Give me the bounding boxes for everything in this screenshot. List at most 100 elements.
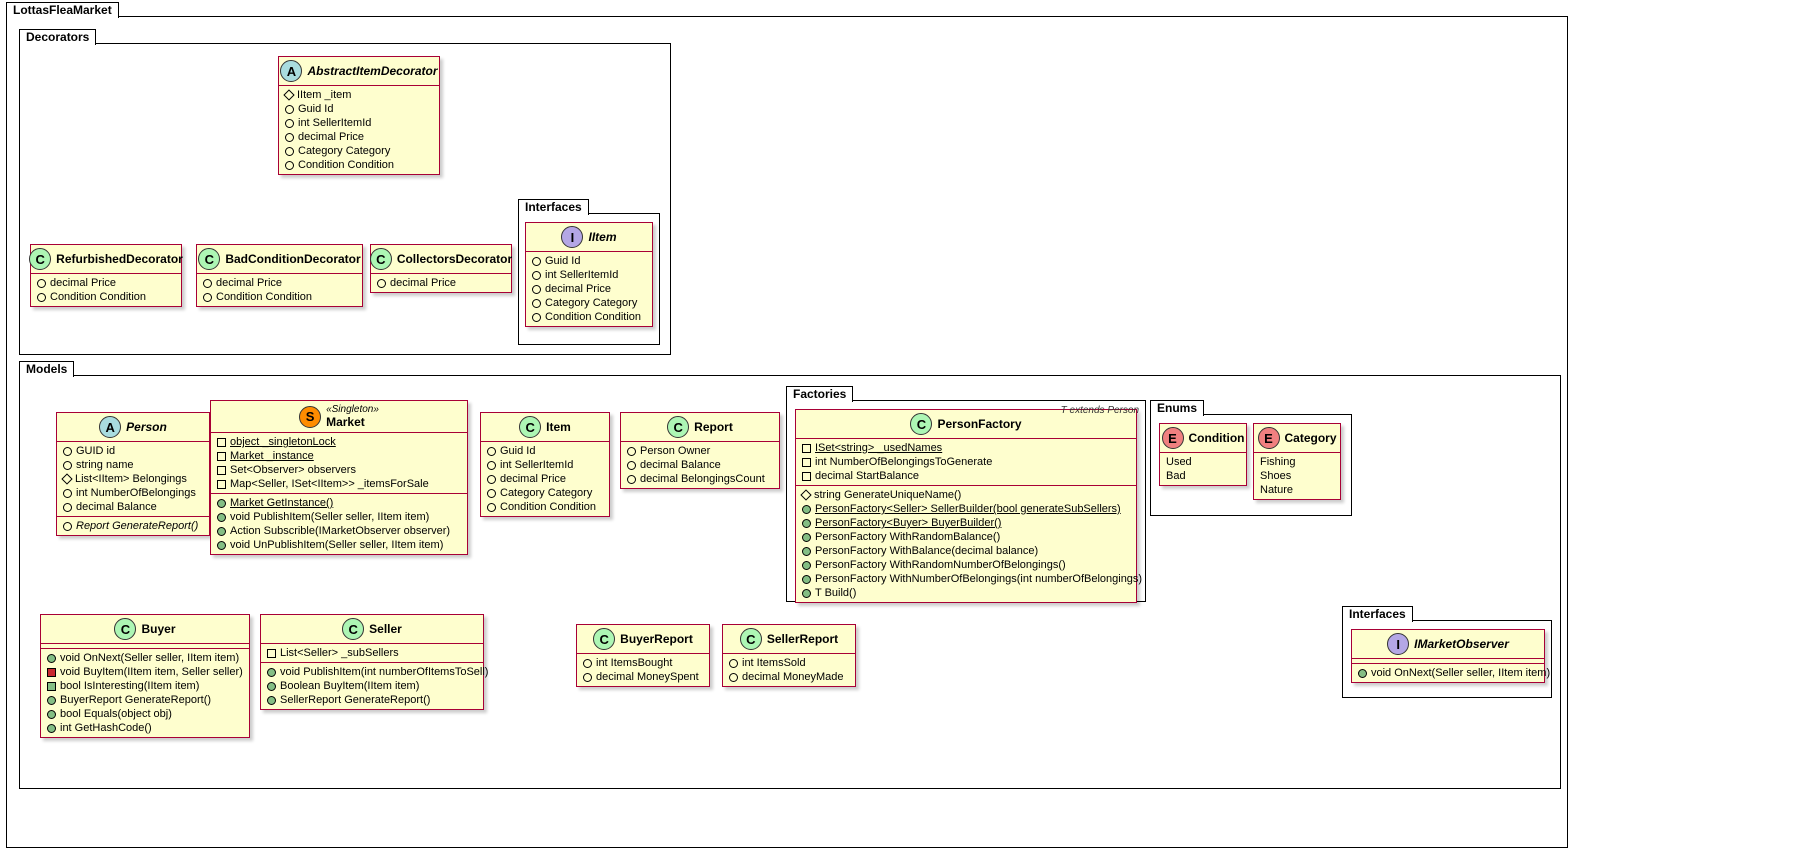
class-report: CReportPerson Ownerdecimal Balancedecima… xyxy=(620,412,780,489)
badge-icon: C xyxy=(370,248,392,270)
badge-icon: C xyxy=(740,628,762,650)
class-title: Market xyxy=(326,415,379,429)
pkg-decorators: Decorators AAbstractItemDecoratorIItem _… xyxy=(19,43,671,355)
member-row: Guid Id xyxy=(532,254,646,268)
badge-icon: C xyxy=(519,416,541,438)
member-row: Action Subscrible(IMarketObserver observ… xyxy=(217,524,461,538)
member-row: void UnPublishItem(Seller seller, IItem … xyxy=(217,538,461,552)
member-row: int SellerItemId xyxy=(487,458,603,472)
member-row: PersonFactory<Buyer> BuyerBuilder() xyxy=(802,516,1130,530)
pkg-factories: Factories CPersonFactoryISet<string> _us… xyxy=(786,400,1146,602)
member-row: Market _instance xyxy=(217,449,461,463)
class-iitem: I IItem Guid Idint SellerItemIddecimal Pri… xyxy=(525,222,653,327)
member-row: decimal Price xyxy=(285,130,433,144)
diagram-root: LottasFleaMarket Decorators AAbstractIte… xyxy=(0,0,1807,851)
badge-icon: C xyxy=(342,618,364,640)
member-row: void PublishItem(int numberOfItemsToSell… xyxy=(267,665,477,679)
member-row: int ItemsSold xyxy=(729,656,849,670)
member-row: string name xyxy=(63,458,203,472)
member-row: decimal Balance xyxy=(627,458,773,472)
class-title: BadConditionDecorator xyxy=(225,252,360,266)
member-row: Condition Condition xyxy=(487,500,603,514)
member-row: Fishing xyxy=(1260,455,1334,469)
class-title: PersonFactory xyxy=(937,417,1021,431)
member-row: PersonFactory WithRandomNumberOfBelongin… xyxy=(802,558,1130,572)
class-collectors: C CollectorsDecorator decimal Price xyxy=(370,244,512,293)
member-row: decimal Price xyxy=(377,276,505,290)
member-row: decimal Balance xyxy=(63,500,203,514)
member-row: Condition Condition xyxy=(203,290,356,304)
badge-icon: E xyxy=(1258,427,1280,449)
badge-icon: C xyxy=(593,628,615,650)
class-title: AbstractItemDecorator xyxy=(307,64,437,78)
member-row: int SellerItemId xyxy=(532,268,646,282)
member-row: Shoes xyxy=(1260,469,1334,483)
member-row: string GenerateUniqueName() xyxy=(802,488,1130,502)
member-row: bool Equals(object obj) xyxy=(47,707,243,721)
class-refurbished: CRefurbishedDecoratordecimal PriceCondit… xyxy=(30,244,182,307)
member-row: Condition Condition xyxy=(37,290,175,304)
badge-icon: C xyxy=(29,248,51,270)
class-title: CollectorsDecorator xyxy=(397,252,512,266)
badge-icon: I xyxy=(1387,633,1409,655)
member-row: Report GenerateReport() xyxy=(63,519,203,533)
class-title: Item xyxy=(546,420,571,434)
class-title: Report xyxy=(694,420,733,434)
member-row: PersonFactory WithRandomBalance() xyxy=(802,530,1130,544)
member-row: int SellerItemId xyxy=(285,116,433,130)
badge-icon: C xyxy=(114,618,136,640)
class-title: Category xyxy=(1285,431,1337,445)
member-row: decimal MoneySpent xyxy=(583,670,703,684)
member-row: Condition Condition xyxy=(532,310,646,324)
note-personfactory: T extends Person xyxy=(1061,405,1139,416)
class-category: ECategoryFishingShoesNature xyxy=(1253,423,1341,500)
class-title: SellerReport xyxy=(767,632,838,646)
member-row: int ItemsBought xyxy=(583,656,703,670)
member-row: object _singletonLock xyxy=(217,435,461,449)
member-row: PersonFactory<Seller> SellerBuilder(bool… xyxy=(802,502,1130,516)
member-row: Set<Observer> observers xyxy=(217,463,461,477)
member-row: IItem _item xyxy=(285,88,433,102)
member-row: Used xyxy=(1166,455,1240,469)
member-row: Person Owner xyxy=(627,444,773,458)
class-item: CItemGuid Idint SellerItemIddecimal Pric… xyxy=(480,412,610,517)
pkg-factories-label: Factories xyxy=(786,386,853,402)
pkg-root: LottasFleaMarket Decorators AAbstractIte… xyxy=(6,16,1568,848)
pkg-interfaces2: Interfaces IIMarketObservervoid OnNext(S… xyxy=(1342,620,1552,698)
member-row: decimal BelongingsCount xyxy=(627,472,773,486)
member-row: Guid Id xyxy=(285,102,433,116)
member-row: decimal Price xyxy=(487,472,603,486)
member-row: List<Seller> _subSellers xyxy=(267,646,477,660)
class-badcondition: CBadConditionDecoratordecimal PriceCondi… xyxy=(196,244,363,307)
member-row: decimal Price xyxy=(203,276,356,290)
member-row: Category Category xyxy=(487,486,603,500)
member-row: bool IsInteresting(IItem item) xyxy=(47,679,243,693)
member-row: List<IItem> Belongings xyxy=(63,472,203,486)
class-imarketobserver: IIMarketObservervoid OnNext(Seller selle… xyxy=(1351,629,1545,683)
class-abstractitemdecorator: A AbstractItemDecorator IItem _itemGuid Id… xyxy=(278,56,440,175)
badge-icon: I xyxy=(561,226,583,248)
member-row: Market GetInstance() xyxy=(217,496,461,510)
pkg-interfaces1-label: Interfaces xyxy=(518,199,589,215)
member-row: decimal MoneyMade xyxy=(729,670,849,684)
member-row: BuyerReport GenerateReport() xyxy=(47,693,243,707)
member-row: int GetHashCode() xyxy=(47,721,243,735)
class-title: Person xyxy=(126,420,167,434)
badge-icon: A xyxy=(280,60,302,82)
class-buyerreport: C BuyerReport int ItemsBoughtdecimal Money… xyxy=(576,624,710,687)
member-row: Condition Condition xyxy=(285,158,433,172)
pkg-root-label: LottasFleaMarket xyxy=(6,2,119,18)
badge-icon: E xyxy=(1162,427,1184,449)
class-title: IItem xyxy=(588,230,616,244)
class-title: BuyerReport xyxy=(620,632,693,646)
class-personfactory: CPersonFactoryISet<string> _usedNamesint… xyxy=(795,409,1137,603)
member-row: PersonFactory WithNumberOfBelongings(int… xyxy=(802,572,1130,586)
member-row: Category Category xyxy=(285,144,433,158)
member-row: void OnNext(Seller seller, IItem item) xyxy=(47,651,243,665)
pkg-models: Models APersonGUID idstring nameList<IIt… xyxy=(19,375,1561,789)
badge-icon: S xyxy=(299,406,321,428)
member-row: decimal StartBalance xyxy=(802,469,1130,483)
member-row: int NumberOfBelongings xyxy=(63,486,203,500)
member-row: decimal Price xyxy=(37,276,175,290)
member-row: decimal Price xyxy=(532,282,646,296)
